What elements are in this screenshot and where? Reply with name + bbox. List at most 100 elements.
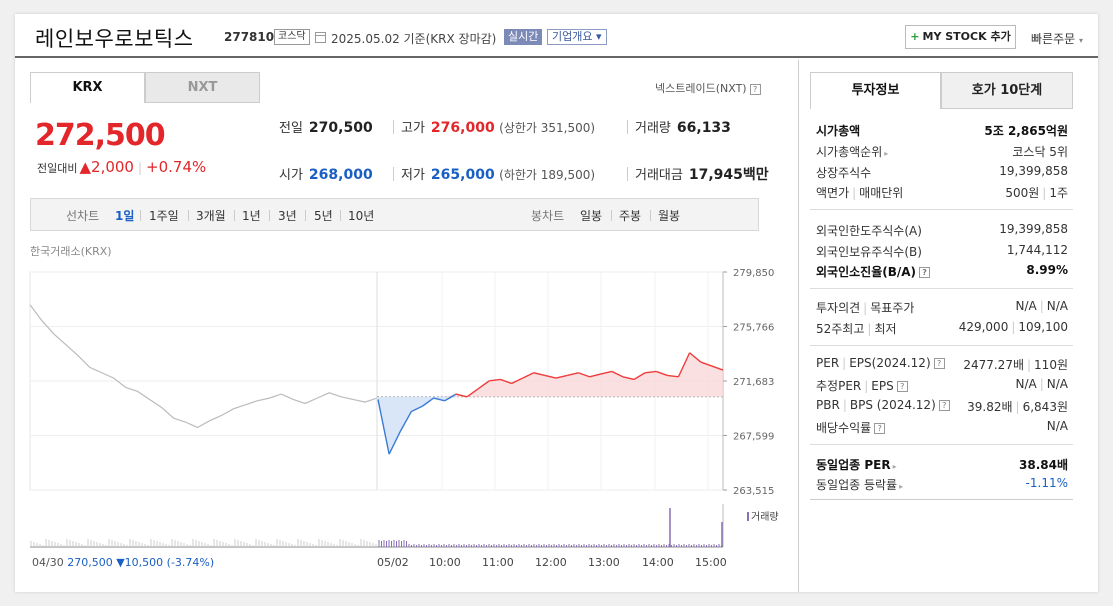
help-icon[interactable]: ?	[938, 400, 950, 411]
dividend-row: 배당수익률? N/A	[816, 419, 1068, 439]
tab-invest-info[interactable]: 투자정보	[810, 72, 941, 109]
foreign-ratio-value: 8.99%	[1026, 263, 1068, 277]
est-eps-label: EPS	[871, 379, 894, 393]
opinion-value: N/A	[1015, 299, 1037, 313]
realtime-button[interactable]: 실시간	[504, 29, 543, 45]
low-value: 265,000	[430, 167, 495, 183]
volume: 거래량 66,133	[635, 117, 731, 136]
tab-krx[interactable]: KRX	[30, 72, 145, 103]
today-line-segment	[711, 365, 724, 371]
today-line-segment	[511, 377, 523, 385]
period-monthly[interactable]: 월봉	[658, 209, 681, 223]
today-line-segment	[399, 411, 412, 432]
sector-per-row[interactable]: 동일업종 PER ▸ 38.84배	[816, 456, 1068, 476]
chevron-down-icon: ▾	[595, 30, 602, 43]
chart-source: 한국거래소(KRX)	[30, 245, 112, 258]
cap-rank-row[interactable]: 시가총액순위 ▸ 코스닥 5위	[816, 143, 1068, 163]
foreign-hold-label: 외국인보유주식수(B)	[816, 245, 922, 259]
change-value: ▲2,000	[79, 158, 134, 176]
date-basis: 2025.05.02 기준(KRX 장마감)	[331, 32, 497, 46]
period-1y[interactable]: 1년	[242, 209, 261, 223]
volume-legend-label: 거래량	[751, 512, 779, 523]
period-1w[interactable]: 1주일	[149, 209, 179, 223]
company-overview-button[interactable]: 기업개요 ▾	[547, 29, 607, 45]
pbr-bps-row: PBR | BPS (2024.12)? 39.82배 | 6,843원	[816, 398, 1068, 414]
today-line-segment	[600, 370, 612, 375]
period-1d[interactable]: 1일	[115, 209, 135, 223]
period-weekly[interactable]: 주봉	[619, 209, 642, 223]
sector-change-value: -1.11%	[1025, 476, 1068, 490]
prev-day-info: 04/30 270,500 ▼10,500 (-3.74%)	[32, 556, 214, 569]
chart-lines	[29, 304, 724, 455]
x-label-10: 10:00	[429, 556, 461, 569]
bps-label: BPS (2024.12)	[849, 398, 936, 412]
period-3m[interactable]: 3개월	[196, 209, 226, 223]
quick-order-button[interactable]: 빠른주문 ▾	[1031, 30, 1083, 47]
help-icon[interactable]: ?	[896, 381, 908, 392]
price-chart[interactable]: 279,850 275,766 271,683 267,599 263,515	[15, 14, 798, 592]
open-value: 268,000	[308, 167, 373, 183]
today-line-segment	[500, 378, 512, 385]
w52-low-label: 최저	[874, 322, 897, 336]
target-value: N/A	[1046, 299, 1068, 313]
chevron-right-icon: ▸	[884, 149, 889, 158]
par-unit-row: 액면가 | 매매단위 500원 | 1주	[816, 186, 1068, 200]
price-change: 전일대비 ▲2,000 | +0.74%	[37, 158, 206, 176]
today-line-segment	[433, 397, 445, 402]
help-icon[interactable]: ?	[874, 423, 886, 434]
pbr-value: 39.82배	[967, 400, 1013, 414]
today-line-segment	[700, 361, 713, 367]
below-ref-fill	[378, 396, 723, 455]
market-cap-row: 시가총액 5조 2,865억원	[816, 122, 1068, 142]
today-line-segment	[544, 374, 557, 379]
pbr-label: PBR	[816, 398, 840, 412]
period-3y[interactable]: 3년	[278, 209, 297, 223]
sector-per-label: 동일업종 PER	[816, 458, 891, 472]
chevron-right-icon: ▸	[899, 482, 904, 491]
sector-change-row[interactable]: 동일업종 등락률 ▸ -1.11%	[816, 476, 1068, 496]
legend-swatch	[747, 512, 749, 521]
divider	[393, 120, 394, 134]
today-line-segment	[645, 370, 657, 374]
period-daily[interactable]: 일봉	[580, 209, 603, 223]
today-line-segment	[655, 370, 668, 377]
divider	[305, 210, 306, 221]
plus-icon: +	[910, 30, 920, 43]
today-line-segment	[633, 372, 646, 381]
foreign-limit-label: 외국인한도주식수(A)	[816, 224, 922, 238]
listed-shares-row: 상장주식수 19,399,858	[816, 164, 1068, 184]
foreign-hold-row: 외국인보유주식수(B) 1,744,112	[816, 243, 1068, 263]
sector-change-label: 동일업종 등락률	[816, 478, 898, 492]
prev-close-label: 전일	[279, 121, 303, 136]
x-label-11: 11:00	[482, 556, 514, 569]
eps-value: 110원	[1034, 358, 1068, 372]
period-5y[interactable]: 5년	[314, 209, 333, 223]
company-name[interactable]: 레인보우로보틱스	[35, 27, 194, 51]
period-10y[interactable]: 10년	[348, 209, 375, 223]
today-line-segment	[611, 370, 624, 378]
change-percent: +0.74%	[146, 158, 207, 176]
add-my-stock-button[interactable]: + MY STOCK 추가	[905, 25, 1016, 49]
help-icon[interactable]: ?	[749, 83, 761, 95]
listed-shares-label: 상장주식수	[816, 166, 872, 180]
est-per-value: N/A	[1015, 377, 1037, 391]
tab-orderbook-10[interactable]: 호가 10단계	[941, 72, 1073, 109]
help-icon[interactable]: ?	[919, 267, 931, 278]
volume-value: 66,133	[676, 120, 731, 136]
y-tick-label: 271,683	[733, 377, 774, 388]
help-icon[interactable]: ?	[933, 358, 945, 369]
y-tick-label: 263,515	[733, 486, 774, 497]
open-price: 시가 268,000	[279, 164, 373, 183]
divider	[627, 120, 628, 134]
divider	[234, 210, 235, 221]
divider	[650, 210, 651, 221]
nextrade-link[interactable]: 넥스트레이드(NXT)?	[655, 80, 761, 96]
today-line-segment	[455, 393, 468, 398]
listed-shares-value: 19,399,858	[999, 164, 1068, 178]
today-line-segment	[667, 374, 679, 378]
low-price: 저가 265,000 (하한가 189,500)	[401, 164, 595, 183]
tab-nxt[interactable]: NXT	[145, 72, 260, 103]
line-chart-label: 선차트	[66, 209, 100, 223]
change-label: 전일대비	[37, 162, 78, 175]
today-line-segment	[622, 376, 635, 381]
